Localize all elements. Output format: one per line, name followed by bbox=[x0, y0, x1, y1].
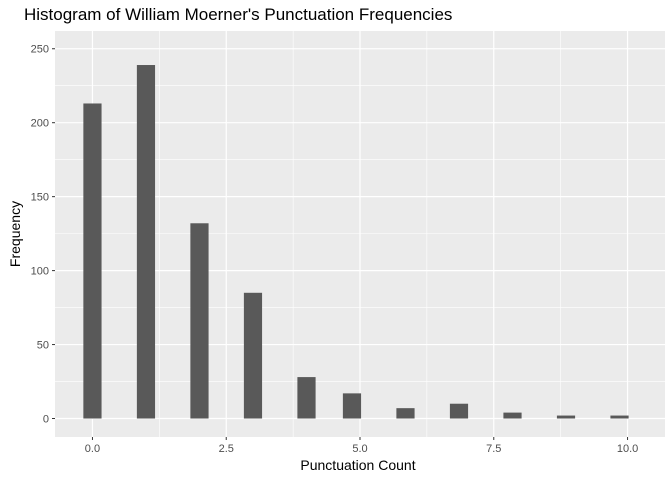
x-axis-title: Punctuation Count bbox=[300, 457, 415, 473]
histogram-bar bbox=[556, 415, 576, 419]
y-tick-label: 50 bbox=[37, 340, 49, 352]
y-tick-label: 150 bbox=[31, 192, 49, 204]
y-tick-label: 0 bbox=[43, 414, 49, 426]
x-tick-label: 2.5 bbox=[219, 443, 234, 455]
major-grid bbox=[55, 31, 665, 437]
x-tick-label: 7.5 bbox=[486, 443, 501, 455]
y-tick-label: 200 bbox=[31, 118, 49, 130]
histogram-bar bbox=[83, 103, 102, 419]
histogram-bar bbox=[297, 377, 316, 419]
histogram-bar bbox=[342, 393, 362, 419]
histogram-bar bbox=[396, 408, 415, 419]
histogram-bar bbox=[136, 65, 156, 419]
y-tick-label: 250 bbox=[31, 44, 49, 56]
histogram-bar bbox=[449, 403, 469, 419]
histogram-bar bbox=[190, 223, 209, 419]
bars bbox=[83, 65, 629, 419]
y-axis: 0 50 100 150 200 250 bbox=[31, 44, 55, 426]
histogram-bar bbox=[503, 412, 522, 419]
y-axis-title: Frequency bbox=[7, 201, 23, 267]
x-tick-label: 0.0 bbox=[85, 443, 100, 455]
x-tick-label: 10.0 bbox=[617, 443, 638, 455]
histogram-bar bbox=[610, 415, 629, 419]
histogram-bar bbox=[243, 292, 263, 419]
x-axis: 0.0 2.5 5.0 7.5 10.0 bbox=[85, 437, 638, 455]
y-tick-label: 100 bbox=[31, 266, 49, 278]
chart-title: Histogram of William Moerner's Punctuati… bbox=[24, 5, 453, 24]
x-tick-label: 5.0 bbox=[352, 443, 367, 455]
